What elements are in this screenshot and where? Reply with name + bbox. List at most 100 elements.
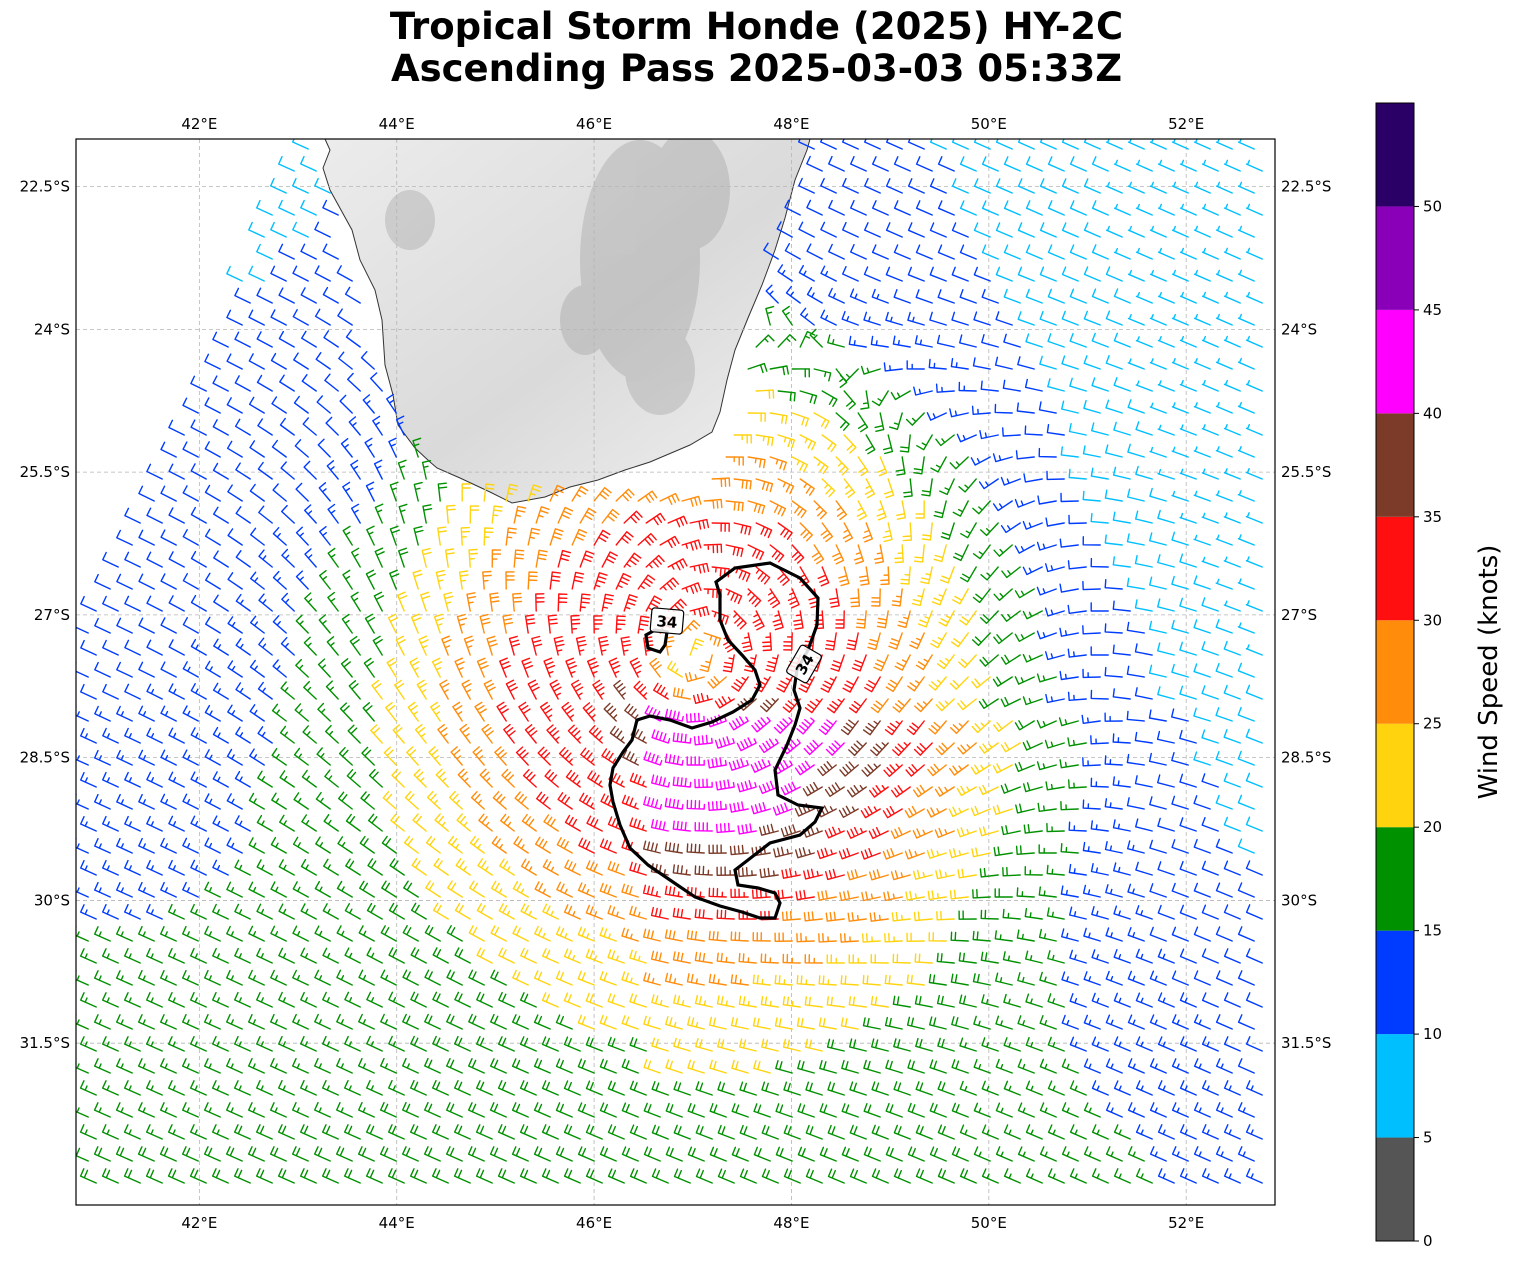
wind-barb	[301, 374, 317, 392]
wind-barb	[978, 784, 999, 796]
wind-barb	[1036, 673, 1057, 683]
wind-barb	[820, 139, 837, 150]
wind-barb	[80, 992, 97, 1008]
wind-barb	[292, 139, 309, 150]
wind-barb	[828, 287, 845, 304]
lat-tick-label-left: 24°S	[34, 320, 70, 338]
wind-barb	[248, 1146, 265, 1162]
wind-barb	[549, 484, 566, 502]
wind-barb	[446, 1146, 463, 1162]
wind-barb	[1157, 159, 1175, 172]
wind-barb	[890, 390, 911, 401]
wind-barb	[934, 827, 955, 839]
wind-barb	[1105, 1058, 1123, 1074]
wind-barb	[905, 890, 925, 901]
wind-barb	[915, 1168, 933, 1184]
wind-barb	[182, 925, 199, 942]
wind-barb	[1039, 1146, 1057, 1162]
wind-barb	[613, 679, 626, 700]
wind-barb	[937, 156, 955, 172]
wind-barb	[784, 243, 801, 260]
wind-barb	[295, 482, 309, 502]
wind-barb	[363, 657, 375, 678]
wind-barb	[570, 614, 581, 634]
wind-barb	[190, 1080, 207, 1096]
wind-barb	[182, 397, 199, 414]
wind-barb	[577, 1014, 595, 1030]
wind-barb	[930, 456, 947, 473]
wind-barb	[527, 571, 538, 590]
wind-barb	[1157, 861, 1175, 876]
wind-barb	[300, 858, 317, 876]
wind-barb	[301, 769, 317, 788]
wind-barb	[1223, 512, 1241, 524]
wind-barb	[1245, 816, 1263, 832]
axis-tick-labels: 42°E42°E44°E44°E46°E46°E48°E48°E50°E50°E…	[20, 115, 1332, 1232]
wind-barb	[1045, 563, 1065, 573]
wind-barb	[864, 139, 881, 150]
wind-barb	[234, 991, 251, 1008]
wind-barb	[880, 566, 890, 586]
wind-barb	[1245, 512, 1263, 524]
wind-barb	[302, 725, 317, 744]
wind-barb	[204, 925, 221, 942]
wind-barb	[753, 1146, 771, 1162]
wind-barb	[1223, 948, 1241, 964]
wind-barb	[316, 395, 331, 414]
wind-barb	[1135, 992, 1153, 1008]
wind-barb	[412, 437, 422, 458]
wind-barb	[1134, 599, 1153, 612]
wind-barb	[469, 505, 480, 524]
wind-barb	[344, 286, 361, 304]
wind-barb	[1082, 668, 1101, 679]
wind-barb	[468, 548, 478, 568]
wind-barb	[1017, 139, 1035, 150]
wind-barb	[1113, 421, 1131, 436]
wind-barb	[472, 746, 485, 766]
wind-barb	[915, 1037, 933, 1052]
wind-barb	[1015, 803, 1035, 814]
wind-barb	[813, 500, 827, 520]
wind-barb	[421, 460, 432, 480]
wind-barb	[1047, 993, 1065, 1008]
wind-barb	[1237, 269, 1255, 282]
colorbar-bin	[1376, 206, 1414, 310]
wind-barb	[388, 1035, 405, 1052]
wind-barb	[1045, 693, 1065, 704]
wind-barb	[344, 1124, 361, 1140]
wind-barb	[915, 654, 933, 671]
wind-barb	[938, 610, 955, 627]
wind-barb	[973, 1102, 991, 1118]
wind-barb	[1179, 948, 1197, 964]
wind-barb	[1157, 247, 1175, 260]
wind-barb	[1105, 399, 1123, 414]
wind-barb	[828, 155, 845, 172]
wind-barb	[138, 617, 155, 634]
wind-barb	[1090, 777, 1109, 788]
wind-barb	[981, 1168, 999, 1184]
wind-barb	[519, 1080, 537, 1096]
wind-barb	[520, 947, 537, 964]
wind-barb	[1061, 310, 1079, 326]
wind-barb	[855, 610, 867, 629]
lat-tick-label-left: 27°S	[34, 606, 70, 624]
wind-barb	[1245, 424, 1263, 436]
wind-barb	[1171, 446, 1189, 458]
wind-barb	[571, 571, 585, 590]
wind-barb	[794, 803, 815, 817]
wind-barb	[204, 704, 221, 722]
wind-barb	[819, 1060, 837, 1074]
wind-barb	[483, 483, 495, 502]
wind-barb	[750, 759, 771, 773]
wind-barb	[747, 362, 768, 374]
wind-barb	[937, 1080, 955, 1096]
wind-barb	[94, 705, 111, 722]
wind-barb	[556, 881, 573, 898]
wind-barb	[534, 881, 551, 898]
wind-barb	[1061, 139, 1079, 150]
wind-barb	[76, 1058, 89, 1074]
wind-barb	[972, 632, 991, 647]
wind-barb	[270, 836, 287, 854]
wind-barb	[292, 1058, 309, 1074]
wind-barb	[672, 776, 692, 788]
